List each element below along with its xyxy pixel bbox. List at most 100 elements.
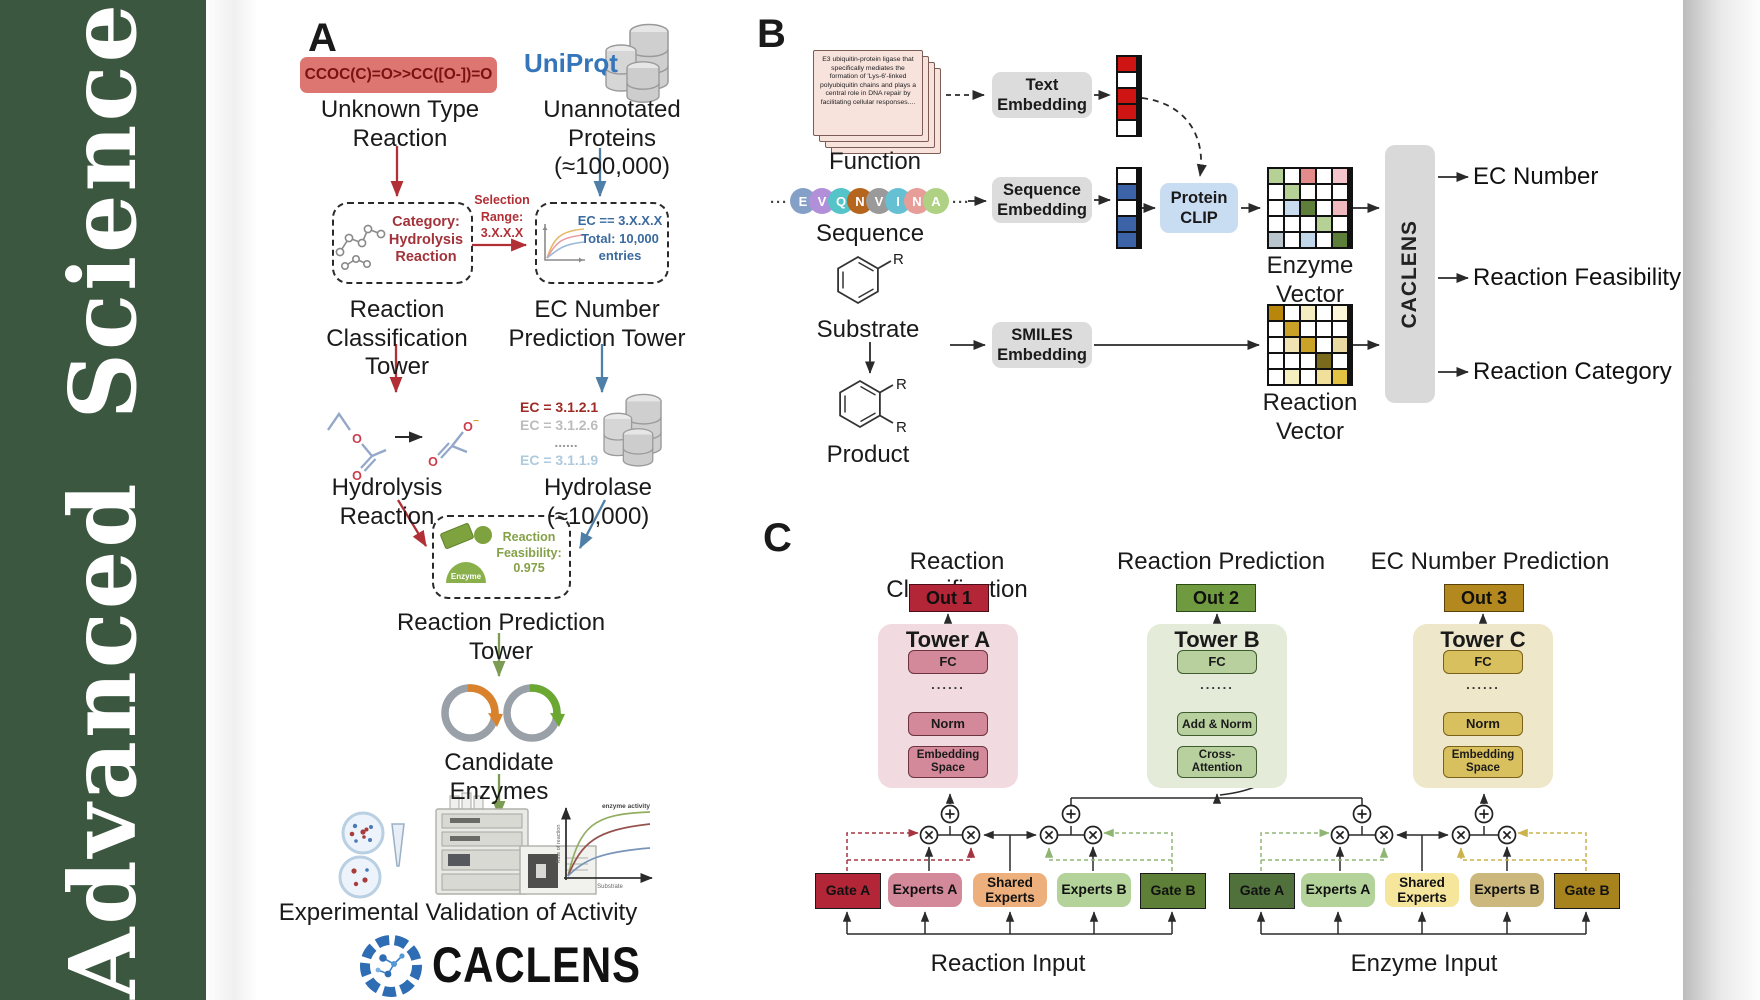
matrix-cell <box>1301 370 1315 384</box>
matrix-cell <box>1285 322 1299 336</box>
matrix-cell <box>1269 354 1283 368</box>
ec-number-list: EC = 3.1.2.1 EC = 3.1.2.6 ...... EC = 3.… <box>520 399 630 469</box>
tower-a-norm: Norm <box>908 712 988 736</box>
matrix-cell <box>1333 217 1347 231</box>
matrix-cell <box>1269 185 1283 199</box>
matrix-cell <box>1118 201 1136 215</box>
enzyme-gate-a: Gate A <box>1229 873 1295 909</box>
reaction-vector-label: Reaction Vector <box>1262 389 1358 445</box>
ec-tower-label: EC Number Prediction Tower <box>508 296 686 352</box>
tower-b-fc: FC <box>1177 650 1257 674</box>
page-right-edge-shadow <box>1683 0 1760 1000</box>
matrix-cell <box>1285 370 1299 384</box>
output-ec-number: EC Number <box>1473 163 1599 190</box>
matrix-cell <box>1118 73 1136 87</box>
ester-molecule: O O <box>327 411 387 483</box>
matrix-cell <box>1269 338 1283 352</box>
enzyme-shared-experts: Shared Experts <box>1385 873 1459 907</box>
matrix-cell <box>1118 121 1136 135</box>
matrix-cell <box>1285 233 1299 247</box>
matrix-cell <box>1118 169 1136 183</box>
out-2-box: Out 2 <box>1176 584 1256 612</box>
tower-b-addnorm: Add & Norm <box>1177 712 1257 736</box>
matrix-cell <box>1285 201 1299 215</box>
tower-c-title: EC Number Prediction <box>1370 548 1610 575</box>
matrix-cell <box>1333 169 1347 183</box>
plot-ylabel: Rate of reaction <box>556 825 562 864</box>
matrix-cell <box>1301 306 1315 320</box>
matrix-cell <box>1269 322 1283 336</box>
journal-sidebar: Advanced Science <box>0 0 206 1000</box>
plot-annotation: enzyme activity <box>602 803 650 810</box>
substrate-r-label: R <box>893 251 904 268</box>
tower-c-dots: ...... <box>1466 677 1500 692</box>
caclens-bar-label: CACLENS <box>1398 219 1421 329</box>
matrix-cell <box>1285 306 1299 320</box>
enzyme-gate-b: Gate B <box>1554 873 1620 909</box>
panel-b-label: B <box>757 12 786 56</box>
acetate-molecule: O − O <box>428 416 479 469</box>
tower-b-title: Reaction Prediction <box>1116 548 1326 575</box>
output-reaction-feasibility: Reaction Feasibility <box>1473 264 1682 291</box>
caclens-bar: CACLENS <box>1385 145 1435 403</box>
plasmid-icons <box>441 684 565 742</box>
matrix-cell <box>1285 354 1299 368</box>
matrix-cell <box>1269 233 1283 247</box>
validation-label: Experimental Validation of Activity <box>278 899 638 926</box>
reaction-experts-a: Experts A <box>888 873 962 907</box>
tower-b: Tower B FC ...... Add & Norm Cross- Atte… <box>1147 624 1287 788</box>
hplc-instrument-icon <box>435 792 597 895</box>
matrix-cell <box>1333 306 1347 320</box>
matrix-cell <box>1333 370 1347 384</box>
svg-text:O: O <box>463 420 473 434</box>
matrix-cell <box>1317 185 1331 199</box>
matrix-cell <box>1333 201 1347 215</box>
tower-c: Tower C FC ...... Norm Embedding Space <box>1413 624 1553 788</box>
sequence-ellipsis-left: ··· <box>770 194 788 211</box>
protein-clip-box: Protein CLIP <box>1160 183 1238 233</box>
matrix-cell <box>1269 370 1283 384</box>
reaction-experts-b: Experts B <box>1057 873 1131 907</box>
unannotated-proteins-label: Unannotated Proteins (≈100,000) <box>543 96 681 180</box>
candidate-enzymes-label: Candidate Enzymes <box>444 749 554 805</box>
product-label: Product <box>826 441 910 468</box>
reaction-gate-b: Gate B <box>1140 873 1206 909</box>
tower-a-embedding: Embedding Space <box>908 746 988 778</box>
plot-xlabel: Substrate <box>597 884 623 890</box>
tower-c-name: Tower C <box>1440 627 1526 652</box>
matrix-cell <box>1301 322 1315 336</box>
function-label: Function <box>828 148 922 175</box>
matrix-cell <box>1317 354 1331 368</box>
text-embedding-vector <box>1116 55 1142 137</box>
product-molecule: R R <box>839 376 907 436</box>
enzyme-vector-matrix <box>1267 167 1353 249</box>
sequence-embedding-box: Sequence Embedding <box>992 177 1092 223</box>
out-1-box: Out 1 <box>909 584 989 612</box>
uniprot-logo: UniProt <box>524 48 618 78</box>
gate-routes <box>846 828 1587 871</box>
function-card-text: E3 ubiquitin-protein ligase that specifi… <box>820 56 916 106</box>
matrix-cell <box>1269 169 1283 183</box>
matrix-cell <box>1285 338 1299 352</box>
reaction-shared-experts: Shared Experts <box>973 873 1047 907</box>
tube-icon <box>391 823 405 867</box>
smiles-reaction-box: CCOC(C)=O>>CC([O-])=O <box>300 57 497 93</box>
feasibility-dashed-box <box>432 515 571 599</box>
feasibility-label: Reaction Feasibility: 0.975 <box>496 530 562 575</box>
matrix-cell <box>1285 185 1299 199</box>
matrix-cell <box>1317 306 1331 320</box>
unknown-type-label: Unknown Type Reaction <box>320 96 480 152</box>
matrix-cell <box>1317 169 1331 183</box>
tower-b-dots: ...... <box>1200 677 1234 692</box>
tower-a-fc: FC <box>908 650 988 674</box>
matrix-cell <box>1317 201 1331 215</box>
hydrolysis-reaction-label: Hydrolysis Reaction <box>331 474 443 530</box>
product-r-label-1: R <box>896 376 907 393</box>
matrix-cell <box>1317 370 1331 384</box>
svg-text:−: − <box>473 416 479 427</box>
tower-c-embedding: Embedding Space <box>1443 746 1523 778</box>
aggregation-nodes <box>919 804 1517 845</box>
panel-c-label: C <box>763 516 792 560</box>
tower-a: Tower A FC ...... Norm Embedding Space <box>878 624 1018 788</box>
